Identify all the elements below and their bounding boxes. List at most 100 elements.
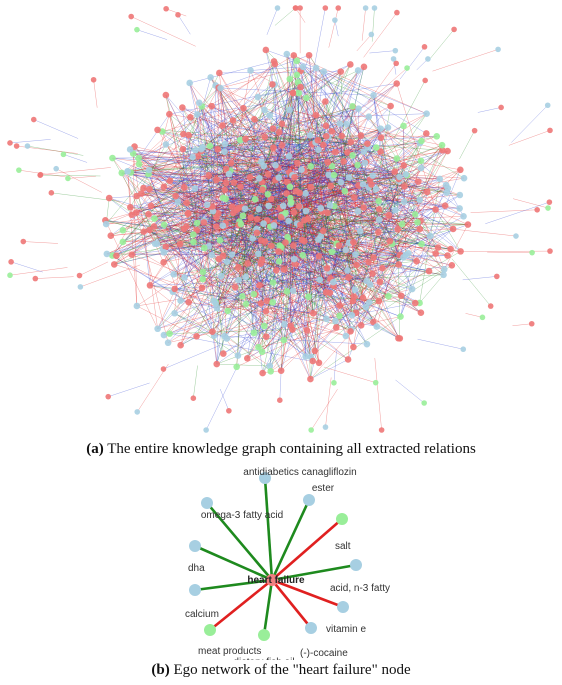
kg-edge [421, 140, 443, 146]
kg-node [362, 303, 370, 311]
kg-node [140, 228, 148, 236]
kg-edge [183, 133, 364, 152]
kg-node [303, 327, 311, 334]
kg-node [160, 331, 168, 339]
kg-edge [141, 136, 327, 194]
kg-edge [240, 205, 284, 225]
kg-node [363, 340, 371, 348]
kg-edge [406, 175, 460, 196]
kg-edge [264, 235, 431, 327]
kg-node [285, 152, 293, 160]
kg-edge [294, 165, 404, 260]
kg-node [425, 267, 433, 275]
kg-node [290, 209, 298, 216]
kg-edge [250, 217, 285, 341]
kg-node [263, 297, 271, 305]
kg-edge [169, 329, 293, 334]
kg-edge [307, 162, 366, 220]
kg-node [320, 141, 327, 149]
kg-node [201, 244, 208, 252]
ego-neighbor-node [350, 559, 362, 571]
kg-node [219, 350, 227, 357]
kg-node [315, 359, 323, 367]
kg-node [258, 256, 266, 263]
kg-node [456, 191, 464, 199]
kg-node [107, 232, 115, 239]
kg-node [423, 130, 430, 137]
ego-neighbor-node [189, 584, 201, 596]
kg-node [322, 424, 329, 430]
kg-node [246, 173, 254, 181]
kg-node [528, 320, 535, 327]
kg-edge [286, 54, 314, 314]
kg-node [290, 255, 298, 263]
kg-node [402, 171, 410, 178]
kg-node [264, 171, 272, 178]
kg-node [213, 223, 220, 230]
kg-edge [130, 149, 208, 205]
kg-node [249, 235, 256, 242]
kg-node [448, 262, 456, 269]
kg-node [377, 148, 384, 155]
kg-edge [511, 105, 548, 143]
kg-node [266, 362, 274, 370]
kg-node [127, 203, 134, 211]
kg-node [183, 199, 191, 207]
kg-edge [306, 97, 399, 339]
kg-node [227, 159, 235, 167]
kg-node [214, 209, 222, 217]
kg-node [277, 213, 285, 221]
kg-node [460, 346, 467, 353]
kg-edge [355, 228, 454, 255]
kg-node [298, 236, 306, 244]
kg-edge [196, 74, 298, 224]
kg-node [118, 169, 126, 177]
kg-node [164, 339, 172, 347]
kg-node [134, 26, 140, 33]
kg-edge [214, 335, 367, 345]
kg-node [421, 44, 428, 50]
kg-node [274, 5, 281, 11]
kg-node [162, 243, 170, 251]
kg-edge [326, 270, 430, 320]
kg-node [324, 158, 331, 166]
kg-node [323, 264, 331, 272]
ego-neighbor-node [336, 513, 348, 525]
kg-node [239, 292, 246, 300]
kg-node [261, 106, 268, 114]
kg-node [347, 328, 354, 335]
kg-node [53, 165, 59, 172]
ego-edge [194, 578, 273, 592]
kg-edge [289, 155, 406, 175]
kg-node [253, 229, 261, 237]
kg-node [181, 274, 188, 281]
kg-edge [368, 186, 451, 250]
kg-node [187, 113, 194, 121]
kg-node [280, 320, 288, 328]
kg-edge [121, 63, 275, 174]
kg-node [244, 260, 251, 267]
kg-node [479, 314, 486, 321]
kg-node [425, 56, 431, 62]
kg-node [311, 347, 319, 355]
kg-node [326, 201, 334, 209]
kg-node [336, 120, 344, 127]
kg-node [328, 127, 336, 135]
kg-node [247, 214, 254, 221]
kg-node [370, 91, 377, 99]
kg-edge [222, 225, 239, 268]
kg-edge [106, 208, 213, 255]
kg-node [263, 333, 270, 340]
kg-node [400, 254, 407, 261]
ego-network-nodes [189, 472, 362, 641]
kg-node [359, 294, 367, 302]
kg-node [235, 276, 242, 284]
kg-edge [261, 132, 280, 183]
kg-edge [40, 174, 101, 177]
kg-edge [182, 107, 211, 146]
kg-node [213, 360, 221, 368]
kg-node [529, 249, 535, 256]
kg-edge [309, 7, 326, 91]
kg-edge [221, 160, 422, 277]
kg-node [260, 162, 268, 170]
